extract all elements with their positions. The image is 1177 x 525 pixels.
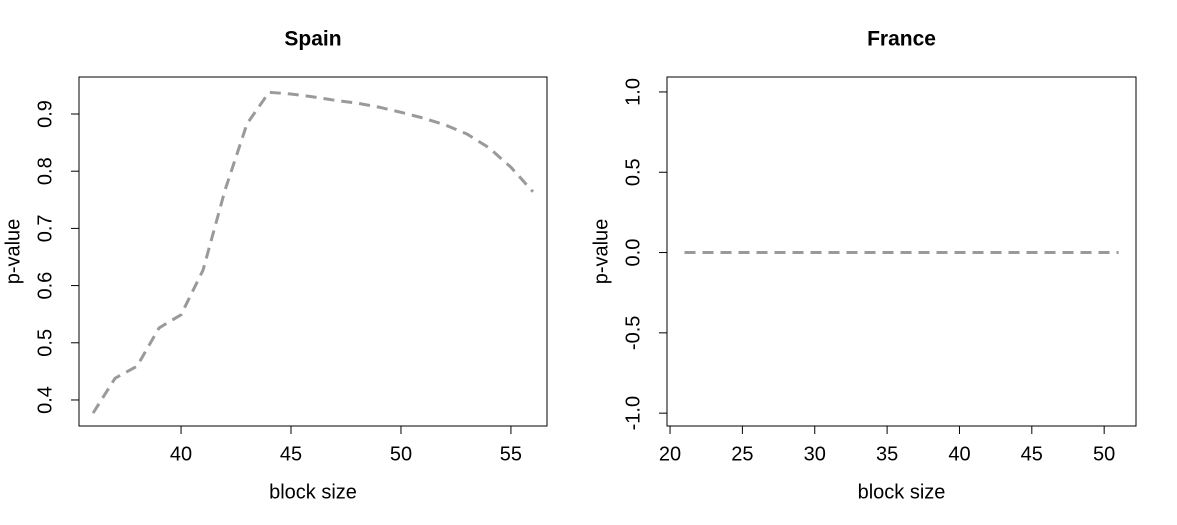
- y-tick-label: 0.5: [34, 329, 56, 357]
- x-tick-label: 45: [1021, 443, 1043, 465]
- y-tick-label: 0.5: [622, 158, 644, 186]
- x-tick-label: 40: [170, 443, 192, 465]
- data-line: [91, 90, 535, 414]
- y-tick-label: 0.7: [34, 214, 56, 242]
- y-tick-label: 0.0: [622, 239, 644, 267]
- y-tick-label: 0.4: [34, 386, 56, 414]
- plot-box: [78, 76, 548, 427]
- y-axis-label: p-value: [590, 219, 612, 285]
- y-axis-label: p-value: [2, 219, 24, 285]
- x-tick-label: 20: [659, 443, 681, 465]
- y-tick-label: -1.0: [622, 396, 644, 430]
- x-tick-label: 50: [1093, 443, 1115, 465]
- chart-title: Spain: [284, 28, 341, 51]
- y-tick-label: -0.5: [622, 316, 644, 350]
- x-tick-label: 25: [731, 443, 753, 465]
- x-tick-label: 45: [280, 443, 302, 465]
- y-tick-label: 0.6: [34, 272, 56, 300]
- x-axis-label: block size: [858, 481, 946, 503]
- chart-title: France: [867, 28, 936, 51]
- x-tick-label: 30: [804, 443, 826, 465]
- x-tick-label: 35: [876, 443, 898, 465]
- y-tick-label: 1.0: [622, 78, 644, 106]
- y-tick-label: 0.9: [34, 100, 56, 128]
- x-tick-label: 50: [390, 443, 412, 465]
- x-axis-label: block size: [269, 481, 357, 503]
- x-tick-label: 55: [500, 443, 522, 465]
- y-tick-label: 0.8: [34, 157, 56, 185]
- x-tick-label: 40: [948, 443, 970, 465]
